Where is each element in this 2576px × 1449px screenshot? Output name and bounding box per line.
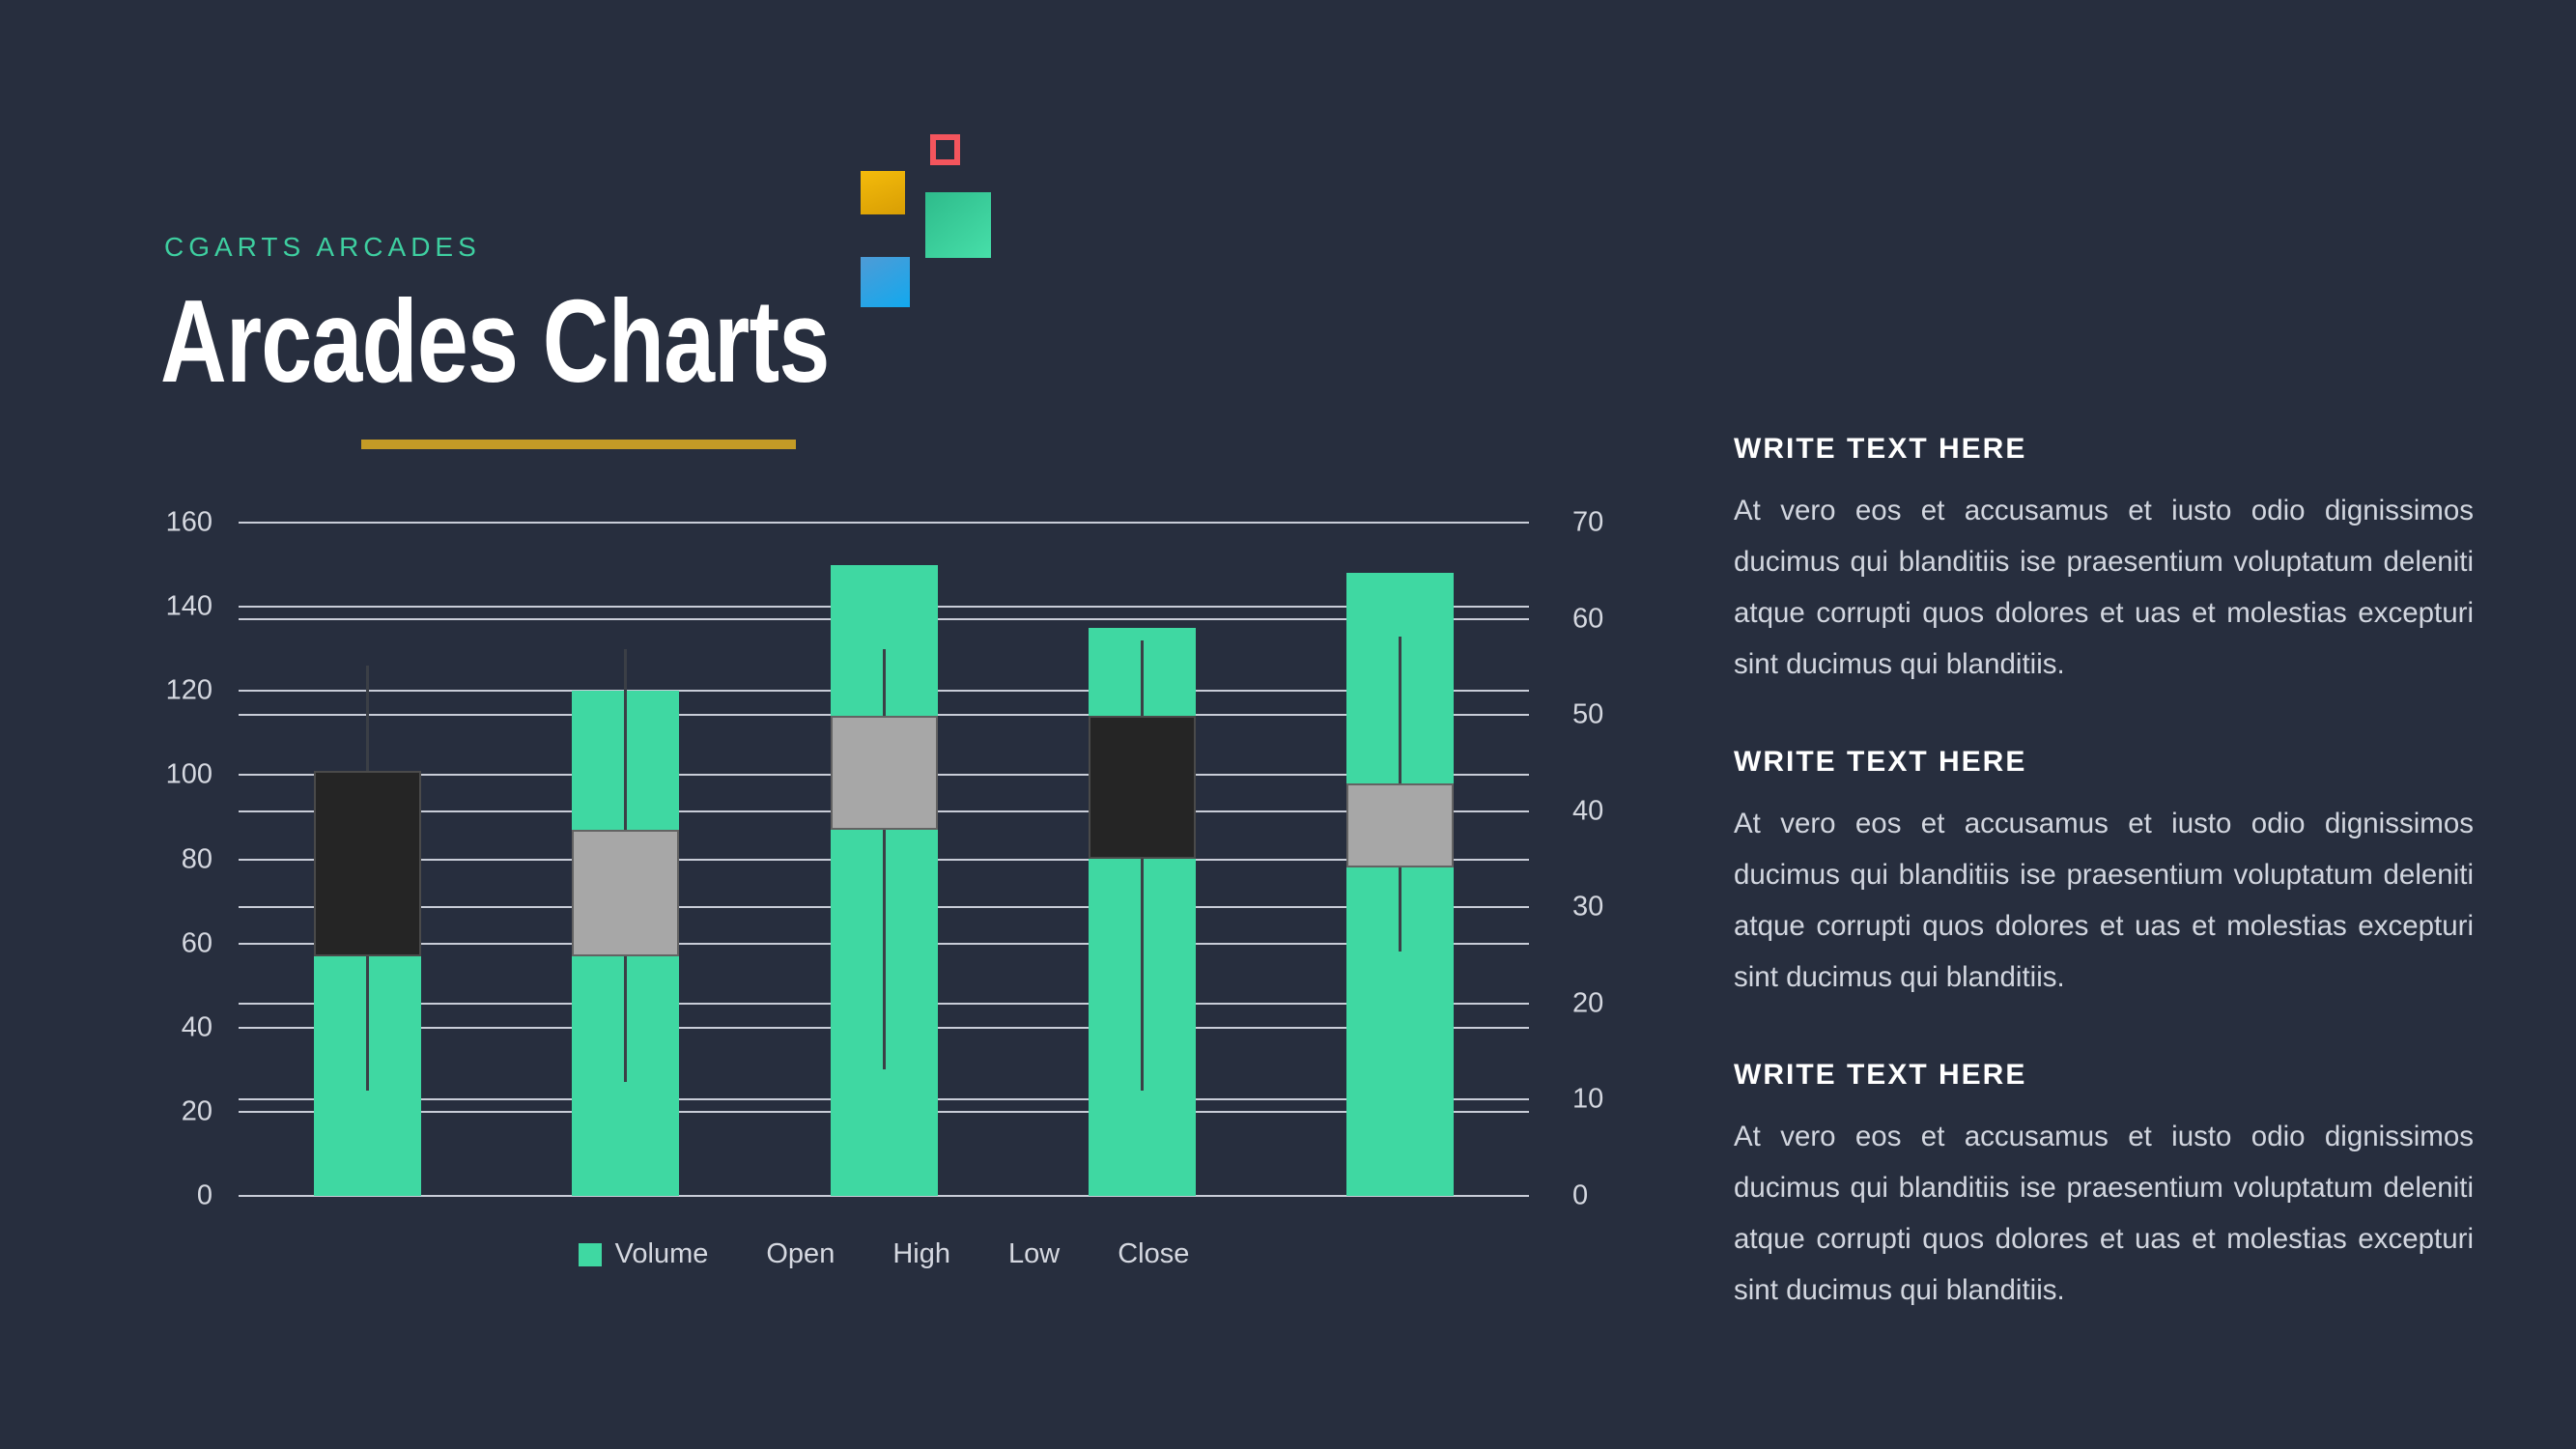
legend-item-high: High [892, 1238, 950, 1270]
legend-label: Close [1118, 1238, 1190, 1269]
right-axis-tick-label: 60 [1572, 603, 1604, 635]
right-axis-tick-label: 70 [1572, 506, 1604, 538]
block-body: At vero eos et accusamus et iusto odio d… [1734, 808, 2474, 993]
left-axis-tick-label: 60 [181, 927, 212, 959]
text-block: WRITE TEXT HERE At vero eos et accusamus… [1734, 746, 2474, 1003]
candle-box-up [1345, 783, 1454, 868]
left-axis-tick-label: 100 [165, 758, 212, 790]
right-axis-tick-label: 0 [1572, 1179, 1589, 1211]
right-axis-tick-label: 10 [1572, 1083, 1604, 1115]
left-axis-tick-label: 40 [181, 1011, 212, 1043]
legend-label: Open [766, 1238, 835, 1269]
legend-label: Volume [614, 1238, 709, 1269]
page-title: Arcades Charts [160, 275, 830, 407]
block-heading: WRITE TEXT HERE [1734, 1059, 2027, 1091]
right-axis-tick-label: 40 [1572, 795, 1604, 827]
candle-box-up [572, 830, 680, 956]
deco-square-red-outline [930, 134, 960, 165]
legend-label: Low [1007, 1238, 1061, 1269]
left-axis-tick-label: 120 [165, 674, 212, 706]
left-axis-tick-label: 160 [165, 506, 212, 538]
gridline-major [239, 1195, 1529, 1197]
candle-box-down [314, 771, 422, 956]
legend-swatch-volume [578, 1242, 602, 1266]
high-low-whisker [882, 648, 886, 1070]
candle-box-up [830, 716, 938, 830]
legend-item-open: Open [766, 1238, 835, 1270]
left-axis-tick-label: 140 [165, 590, 212, 622]
high-low-whisker [1140, 639, 1144, 1092]
right-axis-tick-label: 30 [1572, 891, 1604, 923]
legend-item-volume: Volume [578, 1238, 709, 1270]
left-axis-tick-label: 80 [181, 843, 212, 874]
legend-item-close: Close [1118, 1238, 1189, 1270]
title-underline-accent [361, 440, 796, 449]
gridline-major [239, 522, 1529, 524]
eyebrow-label: CGARTS ARCADES [164, 232, 481, 262]
deco-square-green [925, 192, 991, 258]
left-axis-tick-label: 0 [196, 1179, 212, 1211]
text-block: WRITE TEXT HERE At vero eos et accusamus… [1734, 433, 2474, 690]
deco-square-yellow [861, 171, 905, 214]
block-body: At vero eos et accusamus et iusto odio d… [1734, 495, 2474, 680]
text-column: WRITE TEXT HERE At vero eos et accusamus… [1734, 433, 2474, 1372]
block-heading: WRITE TEXT HERE [1734, 433, 2027, 465]
text-block: WRITE TEXT HERE At vero eos et accusamus… [1734, 1059, 2474, 1316]
right-axis-tick-label: 50 [1572, 698, 1604, 730]
block-body: At vero eos et accusamus et iusto odio d… [1734, 1121, 2474, 1306]
block-heading: WRITE TEXT HERE [1734, 746, 2027, 778]
deco-square-blue [861, 257, 910, 307]
candle-box-down [1088, 716, 1196, 860]
legend-label: High [892, 1238, 950, 1269]
legend-item-low: Low [1008, 1238, 1060, 1270]
stock-chart-plot-area: 70 60 50 40 30 20 10 0 160 140 120 100 80 60 40 20 0 [166, 508, 1604, 1209]
right-axis-tick-label: 20 [1572, 987, 1604, 1019]
left-axis-tick-label: 20 [181, 1095, 212, 1127]
chart-legend: Volume Open High Low Close [239, 1238, 1529, 1270]
